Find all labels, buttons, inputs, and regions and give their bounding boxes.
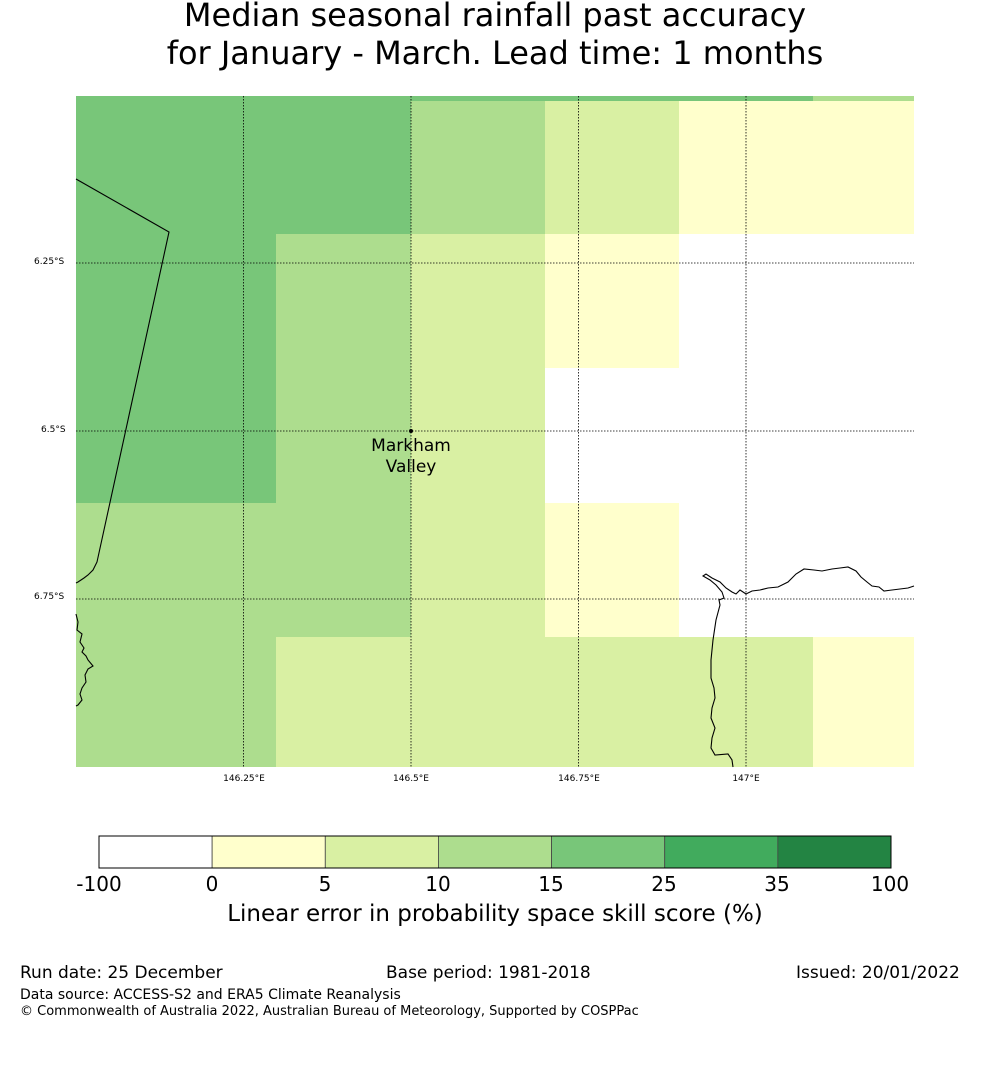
place-label-line-1: Markham: [371, 436, 451, 456]
grid-cell: [276, 234, 412, 369]
grid-cell: [545, 368, 914, 504]
coastline-east: [701, 566, 915, 768]
colorbar-tick: 5: [318, 872, 332, 896]
colorbar-tick: 15: [538, 872, 564, 896]
colorbar-tick: 25: [651, 872, 677, 896]
colorbar-border: [98, 835, 892, 869]
grid-cell: [411, 234, 546, 369]
colorbar-tick: 0: [205, 872, 219, 896]
title-line-1: Median seasonal rainfall past accuracy: [183, 0, 807, 34]
lon-label-146-75: 146.75°E: [558, 774, 600, 784]
colorbar-tick: 100: [870, 872, 910, 896]
colorbar-segment: [324, 835, 439, 869]
grid-cell: [276, 368, 412, 504]
coastline-west: [75, 613, 94, 707]
colorbar-tick: -100: [76, 872, 122, 896]
grid-cell: [76, 637, 277, 767]
lat-label-6-5: 6.5°S: [41, 425, 66, 435]
skill-grid: [76, 96, 914, 767]
lat-label-6-25: 6.25°S: [34, 257, 65, 267]
graticule: [76, 96, 914, 767]
colorbar-segment: [211, 835, 326, 869]
colorbar-label: Linear error in probability space skill …: [227, 901, 763, 927]
colorbar-segment: [664, 835, 779, 869]
grid-cell: [545, 234, 680, 369]
grid-cell: [679, 503, 914, 638]
lon-label-146-5: 146.5°E: [393, 774, 429, 784]
grid-cell: [76, 503, 412, 638]
grid-cell: [76, 101, 412, 235]
issued-date: Issued: 20/01/2022: [796, 963, 960, 983]
colorbar-segment: [98, 835, 213, 869]
grid-cell: [813, 637, 914, 767]
colorbar-segment: [551, 835, 666, 869]
grid-cell: [276, 637, 814, 767]
grid-cell: [76, 96, 813, 102]
coastlines: [75, 178, 915, 768]
colorbar-tick: 35: [764, 872, 790, 896]
colorbar-segment: [438, 835, 552, 869]
border-line: [75, 178, 170, 584]
grid-cell: [76, 368, 277, 504]
base-period: Base period: 1981-2018: [386, 963, 591, 983]
grid-cell: [545, 101, 680, 235]
grid-cell: [411, 503, 546, 638]
lon-label-147: 147°E: [732, 774, 760, 784]
place-label: Markham Valley: [351, 436, 471, 478]
grid-cell: [813, 96, 914, 102]
place-label-line-2: Valley: [385, 457, 437, 477]
colorbar: [98, 835, 892, 869]
title-line-2: for January - March. Lead time: 1 months: [166, 34, 824, 72]
grid-cell: [679, 234, 914, 369]
copyright: © Commonwealth of Australia 2022, Austra…: [20, 1004, 639, 1019]
place-marker-dot: [409, 429, 413, 433]
lon-label-146-25: 146.25°E: [223, 774, 265, 784]
grid-cell: [411, 101, 546, 235]
grid-cell: [545, 503, 680, 638]
grid-cell: [679, 101, 914, 235]
lat-label-6-75: 6.75°S: [34, 592, 65, 602]
colorbar-segment: [777, 835, 892, 869]
colorbar-tick: 10: [425, 872, 451, 896]
grid-cell: [411, 368, 546, 504]
run-date: Run date: 25 December: [20, 963, 223, 983]
grid-cell: [76, 234, 277, 369]
data-source: Data source: ACCESS-S2 and ERA5 Climate …: [20, 987, 401, 1003]
